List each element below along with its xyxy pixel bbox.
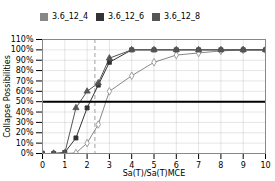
svg-text:40%: 40% [16,108,34,117]
svg-text:8: 8 [218,161,223,170]
svg-text:9: 9 [241,161,246,170]
svg-text:100%: 100% [11,45,34,54]
svg-text:30%: 30% [16,118,34,127]
svg-text:70%: 70% [16,77,34,86]
svg-text:90%: 90% [16,56,34,65]
svg-text:80%: 80% [16,66,34,75]
svg-text:6: 6 [173,161,179,171]
svg-text:20%: 20% [16,128,34,137]
svg-text:5: 5 [151,161,157,171]
html-text:3.6_12_6: 3.6_12_6 [108,12,144,21]
svg-text:3: 3 [107,161,112,170]
svg-text:10%: 10% [16,139,34,148]
svg-text:Collapse Possibilities: Collapse Possibilities [3,55,12,138]
html-text:3.6_12_8: 3.6_12_8 [164,12,200,21]
svg-text:7: 7 [196,161,201,170]
svg-text:0: 0 [40,161,45,170]
svg-text:10: 10 [260,161,270,170]
svg-text:50%: 50% [16,97,34,106]
svg-text:110%: 110% [11,35,34,44]
svg-text:Sa(T)/Sa(T)MCE: Sa(T)/Sa(T)MCE [123,169,185,178]
html-text:3.6_12_4: 3.6_12_4 [52,12,88,21]
svg-text:0%: 0% [21,149,34,158]
svg-text:1: 1 [62,161,67,170]
svg-text:2: 2 [85,161,90,170]
svg-text:60%: 60% [16,87,34,96]
svg-text:4: 4 [129,161,135,171]
